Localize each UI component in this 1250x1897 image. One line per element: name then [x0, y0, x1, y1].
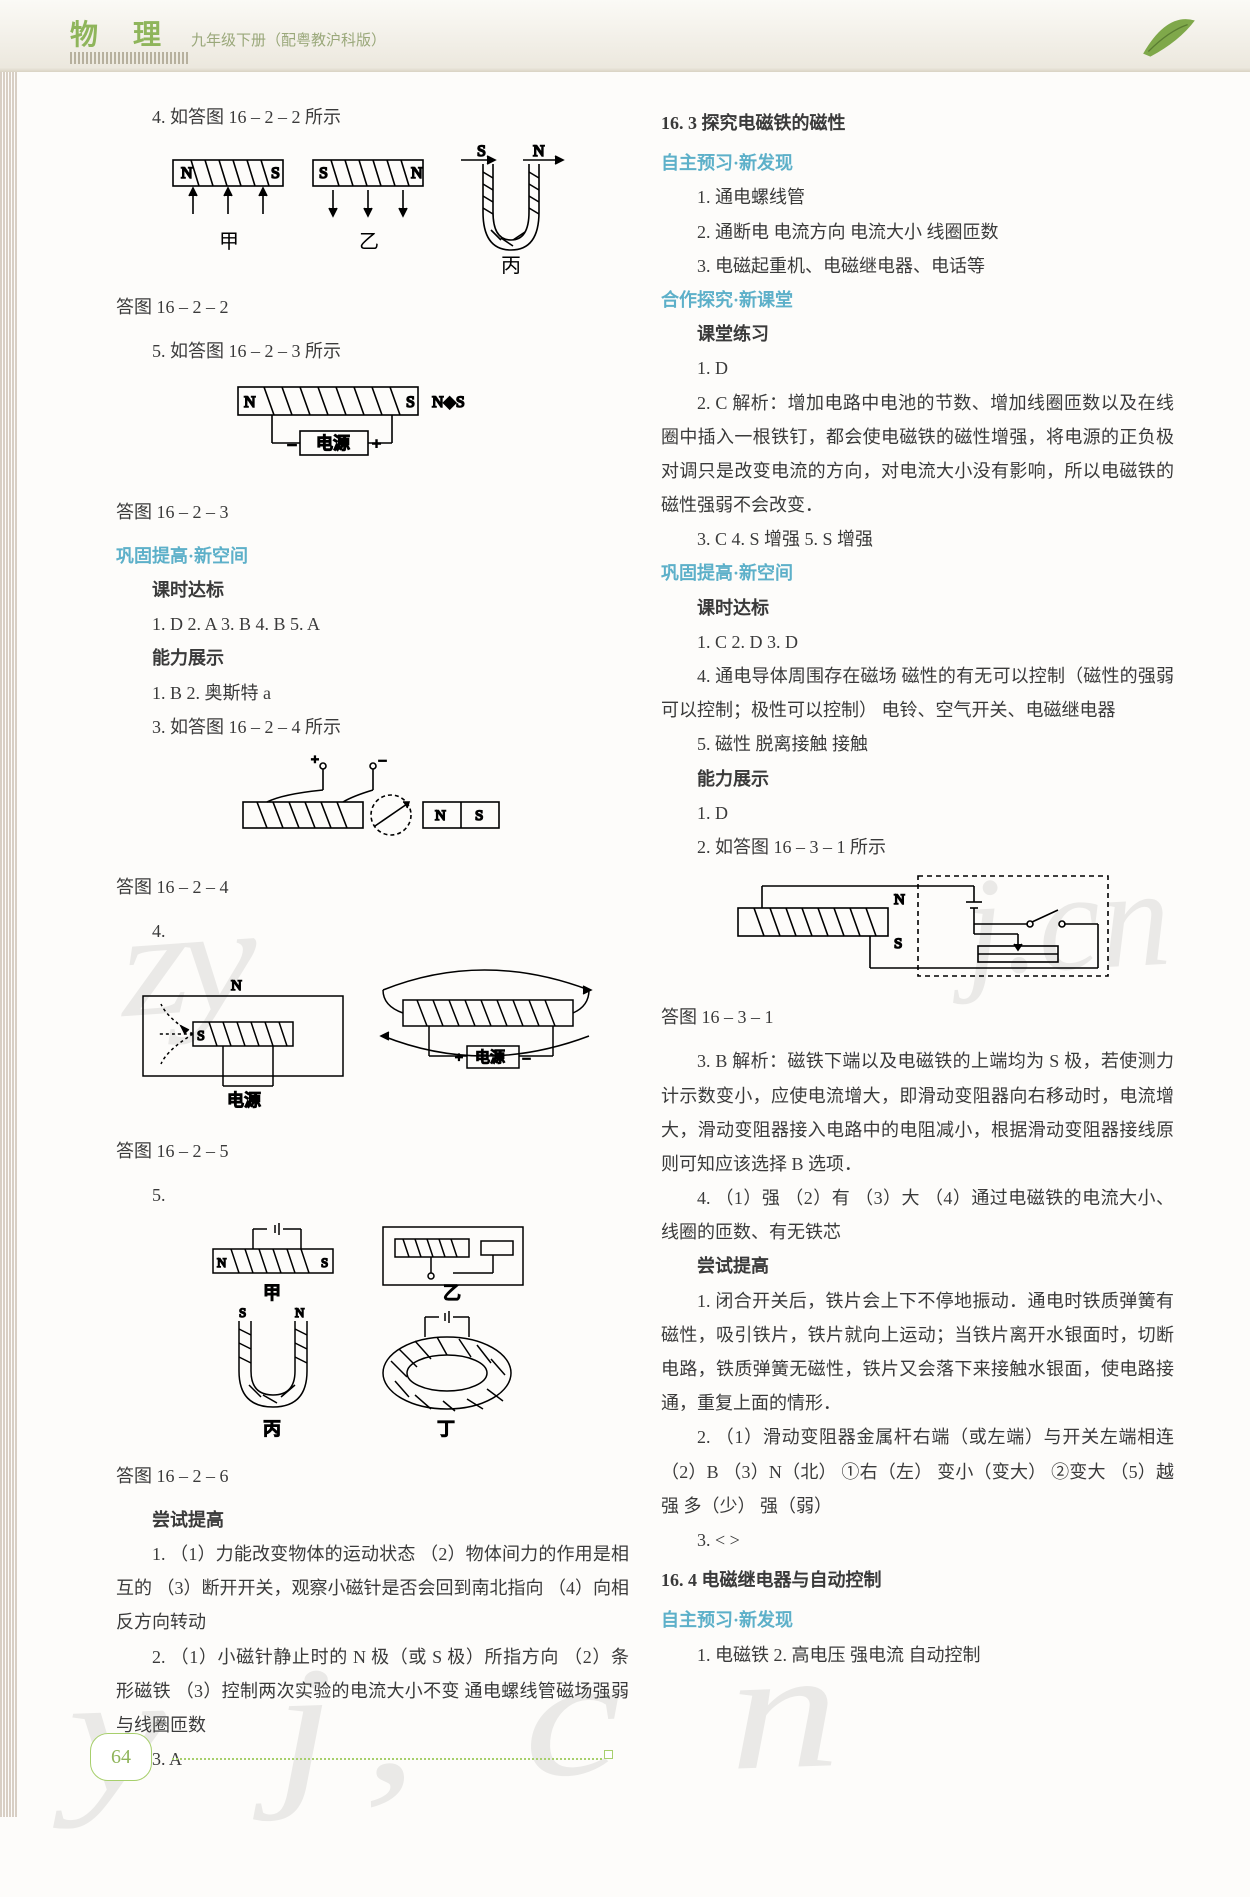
- figure-caption: 答图 16 – 2 – 6: [116, 1459, 629, 1493]
- text-line: 5.: [116, 1178, 629, 1212]
- figure-caption: 答图 16 – 2 – 4: [116, 870, 629, 904]
- text-line: 1. D: [661, 351, 1174, 385]
- footer-dots: [172, 1758, 602, 1760]
- section-heading: 巩固提高·新空间: [116, 539, 629, 573]
- text-line: 2. （1）滑动变阻器金属杆右端（或左端）与开关左端相连 （2）B （3）N（北…: [661, 1420, 1174, 1523]
- text-line: 2. C 解析：增加电路中电池的节数、增加线圈匝数以及在线圈中插入一根铁钉，都会…: [661, 386, 1174, 523]
- text-line: 4. （1）强 （2）有 （3）大 （4）通过电磁铁的电流大小、线圈的匝数、有无…: [661, 1181, 1174, 1249]
- subsection-heading: 能力展示: [661, 762, 1174, 796]
- header-bars: [70, 52, 190, 64]
- section-heading: 合作探究·新课堂: [661, 283, 1174, 317]
- text-line: 1. B 2. 奥斯特 a: [116, 676, 629, 710]
- figure-16-2-4: + – N S: [116, 752, 629, 862]
- svg-text:S: S: [319, 165, 328, 182]
- text-line: 1. C 2. D 3. D: [661, 625, 1174, 659]
- svg-text:S: S: [406, 394, 415, 411]
- text-line: 4.: [116, 914, 629, 948]
- svg-text:+: +: [372, 436, 381, 453]
- svg-text:N: N: [295, 1305, 305, 1320]
- svg-text:丙: 丙: [501, 255, 521, 277]
- figure-16-2-3: N S N◆S – + 电源: [116, 377, 629, 487]
- svg-text:S: S: [197, 1029, 205, 1044]
- svg-text:S: S: [894, 936, 902, 952]
- svg-text:N: N: [217, 1255, 227, 1270]
- svg-text:丙: 丙: [263, 1419, 281, 1439]
- subsection-heading: 尝试提高: [116, 1503, 629, 1537]
- svg-text:N: N: [533, 143, 545, 160]
- svg-text:N: N: [435, 808, 446, 824]
- svg-text:N: N: [244, 394, 256, 411]
- svg-text:电源: 电源: [475, 1049, 505, 1066]
- svg-text:S: S: [321, 1255, 328, 1270]
- figure-16-2-5: N S 电源: [116, 956, 629, 1126]
- footer-dots-end: [604, 1750, 613, 1759]
- svg-text:S: S: [271, 165, 280, 182]
- text-line: 1. D 2. A 3. B 4. B 5. A: [116, 607, 629, 641]
- right-column: 16. 3 探究电磁铁的磁性 自主预习·新发现 1. 通电螺线管 2. 通断电 …: [645, 100, 1190, 1776]
- subsection-heading: 课时达标: [116, 573, 629, 607]
- text-line: 1. D: [661, 796, 1174, 830]
- text-line: 3. B 解析：磁铁下端以及电磁铁的上端均为 S 极，若使测力计示数变小，应使电…: [661, 1044, 1174, 1181]
- svg-text:+: +: [455, 1051, 463, 1066]
- subsection-heading: 尝试提高: [661, 1249, 1174, 1283]
- svg-text:电源: 电源: [316, 434, 350, 453]
- content-columns: 4. 如答图 16 – 2 – 2 所示 N S S N: [0, 100, 1250, 1776]
- leaf-icon: [1138, 10, 1200, 62]
- svg-text:S: S: [477, 143, 486, 160]
- text-line: 1. 通电螺线管: [661, 180, 1174, 214]
- left-column: 4. 如答图 16 – 2 – 2 所示 N S S N: [100, 100, 645, 1776]
- svg-text:甲: 甲: [263, 1283, 281, 1303]
- svg-text:乙: 乙: [359, 231, 379, 253]
- figure-16-2-6: N S 甲 乙 S N 丙: [116, 1221, 629, 1451]
- svg-text:甲: 甲: [219, 231, 239, 253]
- page-footer: 64: [90, 1733, 613, 1781]
- svg-text:–: –: [378, 753, 387, 768]
- svg-text:N: N: [411, 165, 423, 182]
- section-title: 16. 4 电磁继电器与自动控制: [661, 1563, 1174, 1597]
- page-number: 64: [90, 1733, 152, 1781]
- section-heading: 巩固提高·新空间: [661, 556, 1174, 590]
- svg-text:–: –: [522, 1051, 531, 1066]
- text-line: 1. 电磁铁 2. 高电压 强电流 自动控制: [661, 1638, 1174, 1672]
- page-header: 物 理 九年级下册（配粤教沪科版）: [0, 0, 1250, 72]
- text-line: 4. 通电导体周围存在磁场 磁性的有无可以控制（磁性的强弱可以控制；极性可以控制…: [661, 659, 1174, 727]
- svg-text:N: N: [894, 892, 905, 908]
- text-line: 3. 如答图 16 – 2 – 4 所示: [116, 710, 629, 744]
- figure-caption: 答图 16 – 2 – 2: [116, 290, 629, 324]
- figure-16-3-1: N S: [661, 872, 1174, 992]
- text-line: 3. < >: [661, 1523, 1174, 1557]
- grade-subtitle: 九年级下册（配粤教沪科版）: [191, 27, 386, 56]
- svg-text:电源: 电源: [227, 1091, 261, 1110]
- section-heading: 自主预习·新发现: [661, 1603, 1174, 1637]
- svg-text:N: N: [231, 978, 242, 994]
- svg-text:S: S: [475, 808, 483, 824]
- svg-text:N◆S: N◆S: [432, 394, 465, 411]
- svg-text:S: S: [239, 1305, 246, 1320]
- figure-caption: 答图 16 – 2 – 5: [116, 1134, 629, 1168]
- text-line: 1. 闭合开关后，铁片会上下不停地振动．通电时铁质弹簧有磁性，吸引铁片，铁片就向…: [661, 1284, 1174, 1421]
- text-line: 3. C 4. S 增强 5. S 增强: [661, 522, 1174, 556]
- text-line: 2. 通断电 电流方向 电流大小 线圈匝数: [661, 215, 1174, 249]
- subsection-heading: 能力展示: [116, 641, 629, 675]
- figure-caption: 答图 16 – 2 – 3: [116, 495, 629, 529]
- text-line: 3. 电磁起重机、电磁继电器、电话等: [661, 249, 1174, 283]
- svg-text:–: –: [287, 436, 297, 453]
- text-line: 4. 如答图 16 – 2 – 2 所示: [116, 100, 629, 134]
- text-line: 1. （1）力能改变物体的运动状态 （2）物体间力的作用是相互的 （3）断开开关…: [116, 1537, 629, 1640]
- svg-text:+: +: [311, 753, 319, 768]
- subsection-heading: 课堂练习: [661, 317, 1174, 351]
- svg-text:N: N: [181, 165, 193, 182]
- svg-text:丁: 丁: [437, 1419, 455, 1439]
- section-title: 16. 3 探究电磁铁的磁性: [661, 106, 1174, 140]
- text-line: 2. （1）小磁针静止时的 N 极（或 S 极）所指方向 （2）条形磁铁 （3）…: [116, 1640, 629, 1743]
- svg-text:乙: 乙: [443, 1283, 461, 1303]
- section-heading: 自主预习·新发现: [661, 146, 1174, 180]
- text-line: 2. 如答图 16 – 3 – 1 所示: [661, 830, 1174, 864]
- subsection-heading: 课时达标: [661, 591, 1174, 625]
- figure-caption: 答图 16 – 3 – 1: [661, 1000, 1174, 1034]
- figure-16-2-2: N S S N S N: [116, 142, 629, 282]
- text-line: 5. 磁性 脱离接触 接触: [661, 727, 1174, 761]
- text-line: 5. 如答图 16 – 2 – 3 所示: [116, 334, 629, 368]
